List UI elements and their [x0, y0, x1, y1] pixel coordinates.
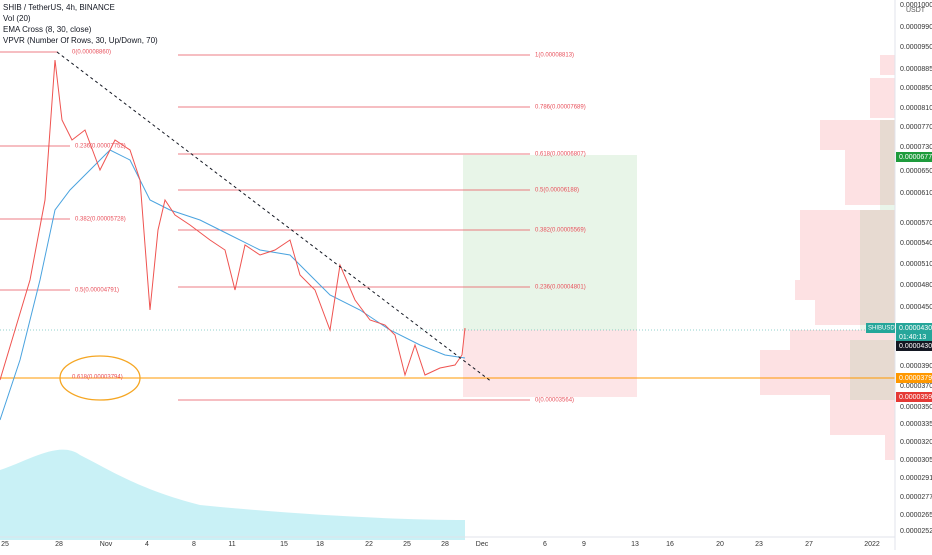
- indicator: EMA Cross (8, 30, close): [3, 25, 92, 34]
- time-label: 23: [755, 541, 763, 548]
- fib-label: 0(0.00008860): [72, 50, 111, 56]
- time-label: 25: [403, 541, 411, 548]
- time-label: 4: [145, 541, 149, 548]
- fib-label: 0.618(0.00006807): [535, 152, 586, 158]
- time-label: 16: [666, 541, 674, 548]
- time-label: 20: [716, 541, 724, 548]
- fib-label: 0.236(0.00004801): [535, 285, 586, 291]
- time-label: 28: [441, 541, 449, 548]
- time-label: 8: [192, 541, 196, 548]
- ema-line: [0, 149, 466, 421]
- trendline: [56, 51, 493, 383]
- fib-label: 0.382(0.00005728): [75, 217, 126, 223]
- fib-label: 0.382(0.00005569): [535, 228, 586, 234]
- target-tag-bg: [896, 152, 932, 162]
- time-label: 11: [228, 541, 235, 548]
- fib-label: 0.5(0.00004791): [75, 288, 119, 294]
- time-label: 22: [365, 541, 373, 548]
- indicator: VPVR (Number Of Rows, 30, Up/Down, 70): [3, 36, 158, 45]
- price-line: [0, 59, 466, 381]
- fib-label: 0.786(0.00007689): [535, 105, 586, 111]
- time-label: 28: [55, 541, 63, 548]
- volume-profile: [760, 55, 895, 460]
- fib-label: 0(0.00003564): [535, 398, 574, 404]
- price-label: 0.00002525: [900, 528, 932, 535]
- symbol-bg: [866, 323, 895, 333]
- last-bg: [896, 323, 932, 342]
- countdown: 01:40:13: [899, 334, 926, 341]
- time-label: 6: [543, 541, 547, 548]
- annotation-circle: [59, 355, 141, 401]
- stop-tag-bg: [896, 392, 932, 402]
- stop-zone: [463, 330, 637, 397]
- last-tag: 0.00004309: [899, 325, 932, 332]
- volume-ma: [0, 449, 465, 540]
- fib-label: 0.5(0.00006188): [535, 188, 579, 194]
- time-label: 15: [280, 541, 288, 548]
- fib-label: 1(0.00008813): [535, 53, 574, 59]
- indicator: Vol (20): [3, 14, 31, 23]
- time-label: 25: [1, 541, 9, 548]
- symbol-tag: SHIBUSDT: [868, 326, 899, 332]
- target-zone: [463, 155, 637, 330]
- close-tag-bg: [896, 341, 932, 351]
- fib-label: 0.618(0.00003794): [72, 375, 123, 381]
- volume-profile-up: [850, 120, 895, 400]
- stop-tag: 0.00003594: [899, 394, 932, 401]
- time-label: 27: [805, 541, 813, 548]
- fib-label: 0.236(0.00007752): [75, 144, 126, 150]
- fib-lines: [0, 51, 530, 401]
- level-tag-bg: [896, 373, 932, 383]
- close-tag: 0.00004301: [899, 343, 932, 350]
- time-label: 9: [582, 541, 586, 548]
- time-label: Dec: [476, 541, 489, 548]
- level-tag: 0.00003794: [899, 375, 932, 382]
- chart-title: SHIB / TetherUS, 4h, BINANCE: [3, 3, 115, 12]
- time-label: 2022: [864, 541, 880, 548]
- time-label: Nov: [100, 541, 113, 548]
- currency: USDT: [906, 7, 926, 14]
- time-label: 18: [316, 541, 324, 548]
- target-tag: 0.00006773: [899, 154, 932, 161]
- time-label: 13: [631, 541, 639, 548]
